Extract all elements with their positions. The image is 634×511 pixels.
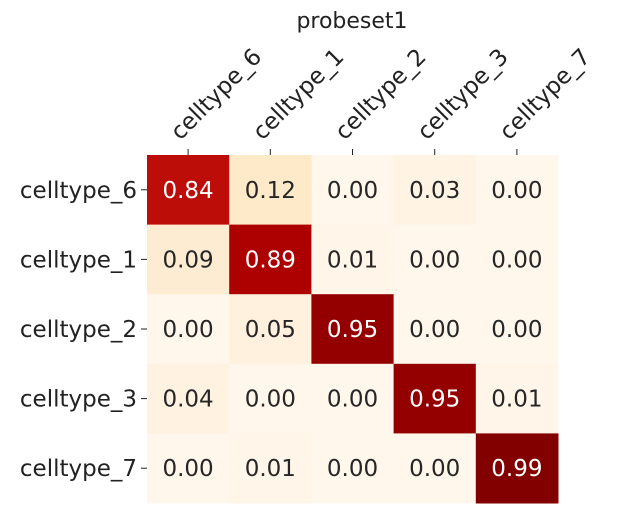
cell-value-label: 0.00 [491, 317, 542, 343]
cell-value-label: 0.01 [245, 456, 296, 482]
cell-value-label: 0.03 [409, 178, 460, 204]
heatmap-cell [229, 224, 312, 295]
cell-value-label: 0.09 [162, 247, 213, 273]
heatmap-cell [311, 155, 395, 226]
heatmap-cell [147, 155, 230, 226]
chart-title: probeset1 [296, 9, 407, 34]
heatmap-cell [475, 433, 559, 504]
cell-value-label: 0.00 [491, 178, 542, 204]
heatmap-cell [475, 363, 559, 434]
heatmap-cell [147, 433, 230, 504]
cell-value-label: 0.05 [245, 317, 296, 343]
row-label: celltype_3 [20, 387, 137, 413]
heatmap-cell [147, 224, 230, 295]
heatmap-cell [147, 363, 230, 434]
heatmap-cell [475, 224, 559, 295]
heatmap-cells: 0.84 0.12 0.00 0.03 0.00 0.09 0.89 0.01 0.00 0.00… [147, 155, 559, 504]
row-ticks: celltype_6 celltype_1 celltype_2 celltype_3… [20, 178, 147, 482]
cell-value-label: 0.12 [245, 178, 296, 204]
heatmap-cell [311, 433, 395, 504]
cell-value-label: 0.99 [491, 456, 542, 482]
heatmap-cell [311, 224, 395, 295]
cell-value-label: 0.00 [491, 247, 542, 273]
cell-value-label: 0.00 [409, 317, 460, 343]
cell-value-label: 0.84 [162, 178, 213, 204]
heatmap-cell [475, 155, 559, 226]
cell-value-label: 0.00 [409, 247, 460, 273]
heatmap-cell [393, 224, 477, 295]
row-label: celltype_6 [20, 178, 137, 204]
cell-value-label: 0.01 [491, 387, 542, 413]
heatmap-cell [311, 294, 395, 365]
cell-value-label: 0.95 [409, 387, 460, 413]
cell-value-label: 0.00 [162, 317, 213, 343]
heatmap-cell [229, 294, 312, 365]
heatmap-cell [147, 294, 230, 365]
row-label: celltype_7 [20, 456, 137, 482]
heatmap-cell [229, 433, 312, 504]
row-label: celltype_2 [20, 317, 137, 343]
heatmap-cell [475, 294, 559, 365]
cell-value-label: 0.00 [327, 387, 378, 413]
cell-value-label: 0.00 [327, 178, 378, 204]
cell-value-label: 0.00 [245, 387, 296, 413]
cell-value-label: 0.89 [245, 247, 296, 273]
heatmap-cell [229, 363, 312, 434]
row-label: celltype_1 [20, 247, 137, 273]
cell-value-label: 0.00 [162, 456, 213, 482]
column-ticks: celltype_6celltype_1celltype_2celltype_3… [166, 44, 596, 155]
heatmap-cell [393, 433, 477, 504]
cell-value-label: 0.04 [162, 387, 213, 413]
cell-value-label: 0.95 [327, 317, 378, 343]
heatmap-cell [393, 155, 477, 226]
heatmap-cell [393, 363, 477, 434]
heatmap-cell [229, 155, 312, 226]
heatmap-cell [393, 294, 477, 365]
heatmap-cell [311, 363, 395, 434]
cell-value-label: 0.00 [409, 456, 460, 482]
cell-value-label: 0.00 [327, 456, 378, 482]
cell-value-label: 0.01 [327, 247, 378, 273]
